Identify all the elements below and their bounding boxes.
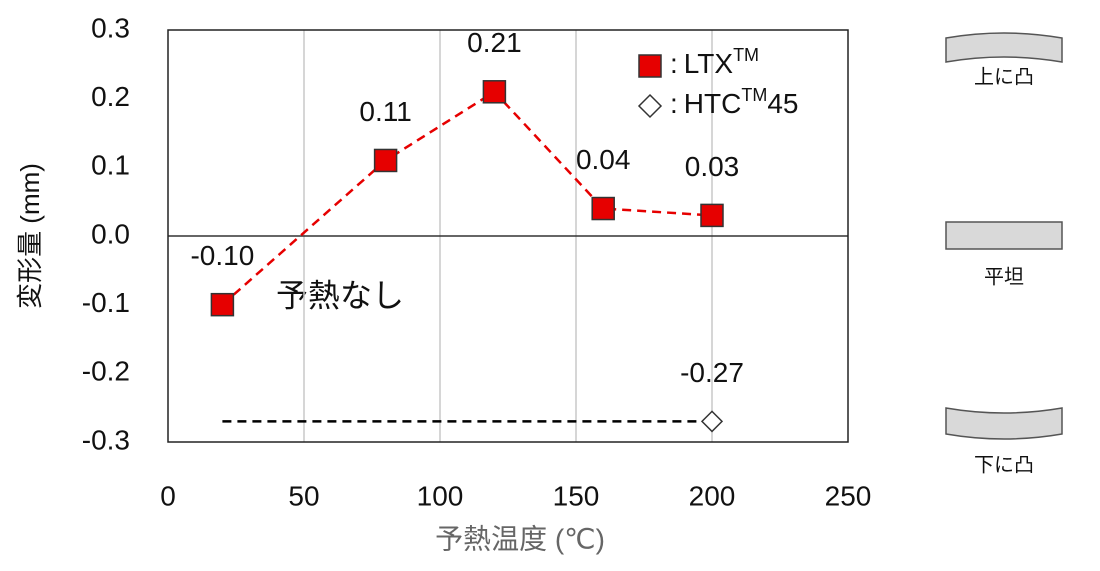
y-tick-label: -0.2 bbox=[82, 356, 130, 387]
x-axis-label: 予熱温度 (℃) bbox=[435, 523, 605, 554]
legend-label: : LTXTM bbox=[670, 45, 759, 80]
flat-icon bbox=[945, 221, 1063, 250]
legend-name: LTX bbox=[684, 48, 734, 79]
data-label: 0.04 bbox=[576, 144, 631, 175]
y-tick-label: 0.2 bbox=[91, 81, 130, 112]
x-tick-label: 250 bbox=[825, 480, 872, 511]
marker bbox=[700, 203, 724, 228]
legend-name: HTC bbox=[684, 88, 742, 119]
legend-suffix: 45 bbox=[767, 88, 798, 119]
shape-label: 下に凸 bbox=[974, 454, 1034, 476]
marker bbox=[210, 292, 235, 317]
shape-icons bbox=[945, 32, 1063, 440]
x-tick-label: 50 bbox=[288, 480, 319, 511]
x-tick-label: 0 bbox=[160, 480, 176, 511]
shape-label: 上に凸 bbox=[974, 65, 1034, 88]
legend-marker bbox=[638, 54, 662, 78]
shape-label: 平坦 bbox=[984, 265, 1024, 288]
legend-label: : HTCTM45 bbox=[670, 85, 798, 120]
x-tick-label: 200 bbox=[689, 480, 736, 511]
data-label: -0.27 bbox=[680, 357, 744, 388]
annotation: 予熱なし bbox=[276, 277, 404, 313]
marker bbox=[700, 410, 724, 433]
y-tick-label: 0.1 bbox=[91, 150, 130, 181]
legend-separator: : bbox=[670, 48, 678, 79]
data-label: 0.03 bbox=[685, 151, 740, 182]
x-tick-label: 150 bbox=[553, 480, 600, 511]
legend-sup: TM bbox=[733, 45, 759, 65]
series-line bbox=[221, 90, 713, 306]
legend-sup: TM bbox=[741, 85, 767, 105]
legend-separator: : bbox=[670, 88, 678, 119]
data-label: 0.21 bbox=[467, 27, 522, 58]
y-tick-label: -0.3 bbox=[82, 424, 130, 455]
x-tick-label: 100 bbox=[417, 480, 464, 511]
plot-border bbox=[167, 29, 849, 443]
y-tick-label: -0.1 bbox=[82, 287, 130, 318]
marker bbox=[373, 148, 398, 173]
data-label: -0.10 bbox=[190, 240, 254, 271]
y-axis-label: 変形量 (mm) bbox=[15, 163, 45, 309]
convex-up-icon bbox=[945, 32, 1063, 63]
convex-down-icon bbox=[945, 407, 1063, 440]
y-tick-label: 0.0 bbox=[91, 218, 130, 249]
legend-marker bbox=[637, 93, 663, 119]
y-tick-label: 0.3 bbox=[91, 12, 130, 43]
marker bbox=[482, 80, 507, 104]
marker bbox=[591, 196, 615, 221]
data-label: 0.11 bbox=[359, 96, 411, 127]
